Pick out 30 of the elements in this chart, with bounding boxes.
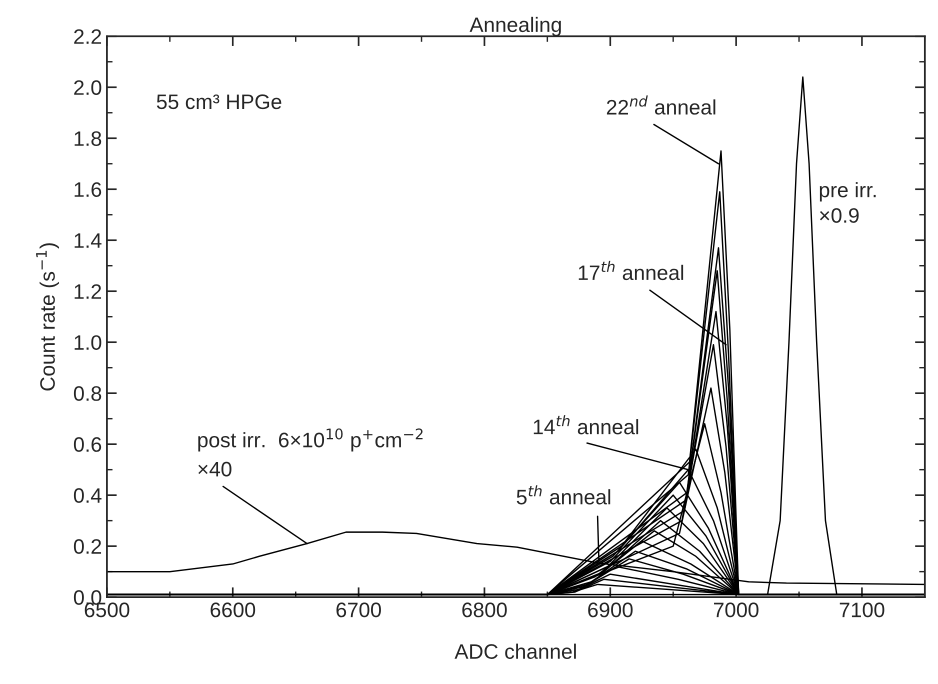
y-tick-label: 0.4: [74, 488, 102, 503]
x-tick-label: 6500: [84, 602, 130, 618]
y-tick-label: 1.4: [74, 233, 102, 248]
x-tick-label: 6900: [588, 602, 633, 618]
y-tick-label: 0.2: [74, 539, 102, 554]
x-tick-label: 6800: [462, 602, 507, 618]
x-tick-label: 6700: [336, 602, 381, 618]
annotation: pre irr. ×0.9: [820, 182, 876, 223]
chart-title: Annealing: [470, 16, 561, 36]
annotation: 55 cm³ HPGe: [156, 94, 282, 110]
y-tick-label: 2.2: [74, 29, 102, 44]
y-tick-label: 2.0: [74, 80, 102, 95]
annotation: ×40: [198, 462, 232, 477]
x-tick-label: 7100: [840, 602, 884, 618]
y-tick-label: 0.8: [74, 386, 102, 401]
y-tick-label: 1.0: [74, 335, 102, 350]
y-tick-label: 0.0: [74, 590, 102, 605]
x-axis-title: ADC channel: [454, 644, 576, 659]
y-axis-title: Count rate (s$^{−1}$): [36, 243, 60, 391]
x-tick-label: 6600: [210, 602, 256, 618]
y-tick-label: 1.2: [74, 284, 102, 299]
annotation: 22$^{nd}$ anneal: [606, 95, 716, 115]
x-tick-label: 7000: [714, 602, 758, 618]
y-tick-label: 1.8: [74, 131, 102, 146]
y-tick-label: 1.6: [74, 182, 102, 197]
annotation: 5$^{th}$ anneal: [516, 485, 610, 504]
annotation: 17$^{th}$ anneal: [578, 260, 684, 280]
annotation: 14$^{th}$ anneal: [534, 415, 638, 434]
annotation: post irr. 6×10$^{10}$ p$^{+}$cm$^{−2}$: [198, 428, 423, 452]
y-tick-label: 0.6: [74, 437, 102, 452]
